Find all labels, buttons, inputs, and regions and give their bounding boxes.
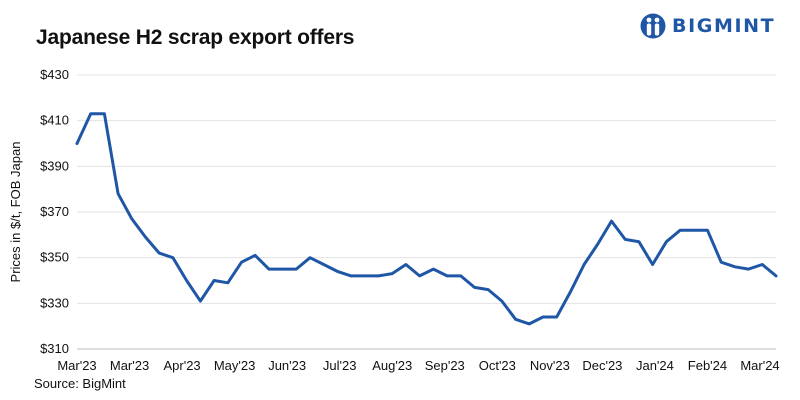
y-tick-label: $430 [40, 67, 69, 82]
chart-title: Japanese H2 scrap export offers [36, 26, 355, 49]
y-tick-label: $370 [40, 204, 69, 219]
brand-name: BIGMINT [672, 15, 776, 37]
x-tick-label: May'23 [214, 358, 256, 373]
x-tick-label: Dec'23 [582, 358, 622, 373]
x-tick-label: Jan'24 [636, 358, 674, 373]
x-tick-label: Jul'23 [323, 358, 357, 373]
x-tick-label: Mar'23 [110, 358, 149, 373]
y-axis-label: Prices in $/t, FOB Japan [8, 142, 23, 283]
y-tick-label: $410 [40, 113, 69, 128]
x-tick-label: Sep'23 [425, 358, 465, 373]
series-points [76, 113, 777, 324]
y-tick-label: $330 [40, 295, 69, 310]
y-tick-label: $310 [40, 341, 69, 356]
y-tick-label: $390 [40, 158, 69, 173]
y-axis-ticks: $310 $330 $350 $370 $390 $410 $430 [40, 67, 69, 356]
x-tick-label: Jun'23 [268, 358, 306, 373]
x-tick-label: Oct'23 [479, 358, 516, 373]
x-axis-ticks: Mar'23 Mar'23 Apr'23 May'23 Jun'23 Jul'23 Aug'… [57, 358, 779, 373]
x-tick-label: Feb'24 [688, 358, 727, 373]
x-tick-label: Aug'23 [372, 358, 412, 373]
y-tick-label: $350 [40, 250, 69, 265]
series-line [75, 112, 778, 326]
x-tick-label: Apr'23 [163, 358, 200, 373]
x-tick-label: Mar'23 [57, 358, 96, 373]
grid-lines [77, 74, 776, 304]
x-tick-label: Nov'23 [530, 358, 570, 373]
x-tick-label: Mar'24 [740, 358, 779, 373]
brand-logo: BIGMINT [640, 10, 775, 42]
people-logo-icon [640, 13, 666, 39]
source-note: Source: BigMint [34, 376, 126, 391]
